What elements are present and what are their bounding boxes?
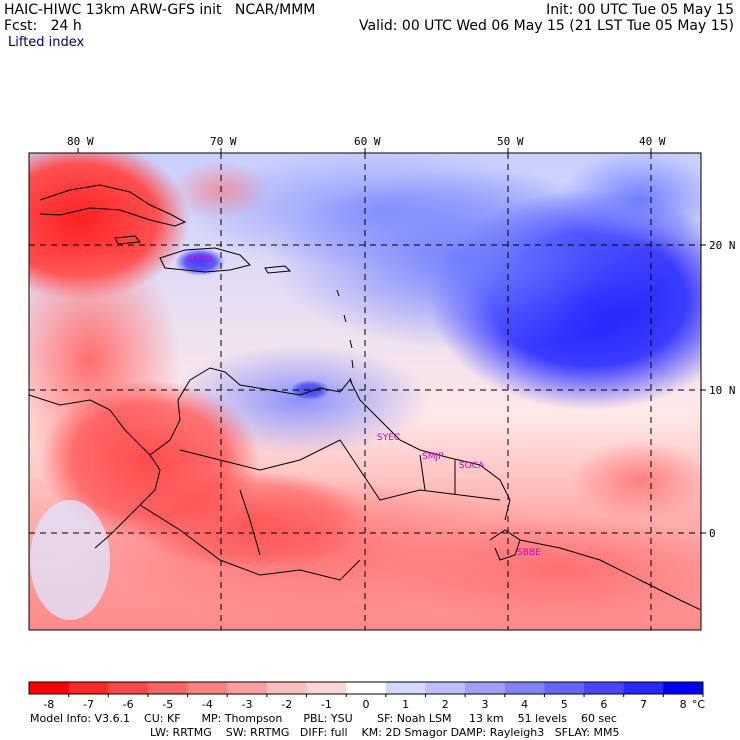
colorbar-label: 3 <box>481 698 488 711</box>
colorbar: -8 -7 -6 -5 -4 -3 -2 -1 0 1 2 3 4 5 6 7 8 °C <box>28 681 706 711</box>
lat-label-0: 0 <box>709 527 716 540</box>
model-info-line2: LW: RRTMG SW: RRTMG DIFF: full KM: 2D Sm… <box>150 726 620 739</box>
colorbar-swatch <box>584 682 625 694</box>
station-label: SBBE <box>517 548 541 558</box>
colorbar-label: 2 <box>442 698 449 711</box>
model-info-line1: Model Info: V3.6.1 CU: KF MP: Thompson P… <box>30 712 617 725</box>
colorbar-label: -1 <box>321 698 332 711</box>
lon-label-70w: 70 W <box>210 135 237 148</box>
colorbar-label: 0 <box>363 698 370 711</box>
colorbar-swatch <box>306 682 347 694</box>
axis-ticks <box>77 148 706 534</box>
colorbar-swatch <box>346 682 387 694</box>
colorbar-label: 6 <box>600 698 607 711</box>
lon-label-80w: 80 W <box>67 135 94 148</box>
colorbar-swatch <box>108 682 149 694</box>
colorbar-swatch <box>504 682 545 694</box>
station-label: SYEC <box>377 433 400 443</box>
colorbar-label: 4 <box>521 698 528 711</box>
forecast-hour: Fcst: 24 h <box>4 18 82 34</box>
colorbar-swatch <box>147 682 189 694</box>
model-title: HAIC-HIWC 13km ARW-GFS init NCAR/MMM <box>4 2 316 18</box>
lon-label-50w: 50 W <box>497 135 524 148</box>
colorbar-label: -3 <box>242 698 253 711</box>
colorbar-label: -5 <box>162 698 173 711</box>
field-shading <box>29 153 701 630</box>
colorbar-label: -8 <box>43 698 54 711</box>
colorbar-swatch <box>465 682 506 694</box>
lon-label-60w: 60 W <box>354 135 381 148</box>
colorbar-swatch <box>187 682 228 694</box>
colorbar-swatch <box>266 682 308 694</box>
colorbar-swatch <box>227 682 268 694</box>
colorbar-unit: °C <box>692 698 706 711</box>
colorbar-label: -7 <box>83 698 94 711</box>
colorbar-label: -2 <box>281 698 292 711</box>
station-label: SOCA <box>459 461 485 471</box>
field-name: Lifted index <box>8 35 85 50</box>
colorbar-label: 5 <box>561 698 568 711</box>
colorbar-swatch <box>425 682 466 694</box>
colorbar-swatch <box>68 682 109 694</box>
colorbar-swatch <box>623 682 664 694</box>
colorbar-label: -6 <box>123 698 134 711</box>
colorbar-swatch <box>29 682 70 694</box>
lon-label-40w: 40 W <box>639 135 666 148</box>
colorbar-swatch <box>544 682 585 694</box>
colorbar-label: -4 <box>202 698 213 711</box>
station-label: SKBO <box>187 255 212 265</box>
graticule <box>29 153 701 630</box>
colorbar-label: 8 <box>680 698 687 711</box>
lat-label-20n: 20 N <box>709 239 736 252</box>
init-time: Init: 00 UTC Tue 05 May 15 <box>546 2 734 18</box>
colorbar-border <box>28 681 704 695</box>
colorbar-swatch <box>385 682 426 694</box>
station-label: SMJP <box>422 452 444 462</box>
colorbar-label: 1 <box>402 698 409 711</box>
valid-time: Valid: 00 UTC Wed 06 May 15 (21 LST Tue … <box>359 18 734 34</box>
colorbar-label: 7 <box>640 698 647 711</box>
colorbar-swatch <box>663 682 704 694</box>
lat-label-10n: 10 N <box>709 384 736 397</box>
